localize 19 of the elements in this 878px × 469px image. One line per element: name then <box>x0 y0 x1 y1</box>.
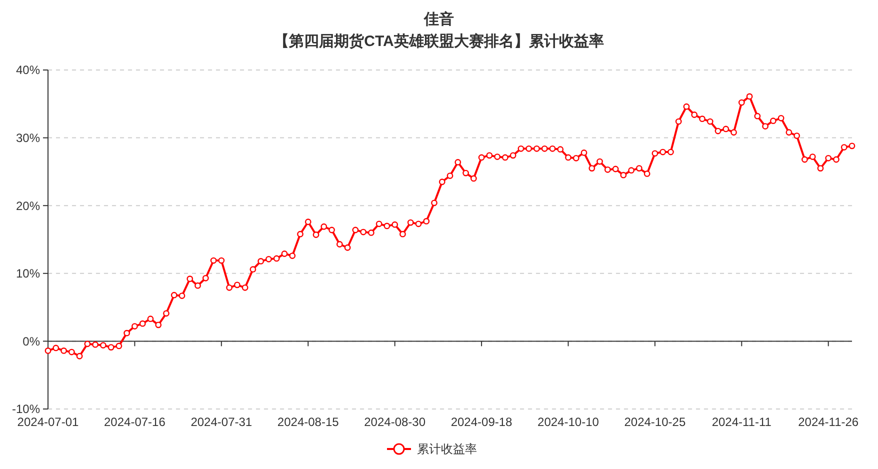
legend-label: 累计收益率 <box>417 442 477 456</box>
y-tick-label: 30% <box>16 131 40 145</box>
x-tick-label: 2024-08-15 <box>277 415 340 429</box>
x-tick-label: 2024-07-16 <box>104 415 166 429</box>
chart-title: 佳音 <box>423 10 454 28</box>
y-tick-label: 40% <box>16 63 40 78</box>
y-tick-label: 10% <box>16 266 40 281</box>
x-tick-label: 2024-09-18 <box>450 415 513 429</box>
x-tick-label: 2024-07-01 <box>17 415 80 429</box>
x-tick-label: 2024-11-11 <box>712 415 772 429</box>
y-tick-label: 20% <box>16 198 40 213</box>
y-tick-label: 0% <box>22 334 40 348</box>
x-tick-label: 2024-10-25 <box>624 415 686 429</box>
x-tick-label: 2024-10-10 <box>538 415 600 429</box>
chart-subtitle: 【第四届期货CTA英雄联盟大赛排名】累计收益率 <box>274 32 604 50</box>
x-tick-label: 2024-08-30 <box>364 415 426 429</box>
x-tick-label: 2024-11-26 <box>798 415 859 429</box>
x-tick-label: 2024-07-31 <box>190 415 252 429</box>
y-tick-label: -10% <box>12 402 40 416</box>
